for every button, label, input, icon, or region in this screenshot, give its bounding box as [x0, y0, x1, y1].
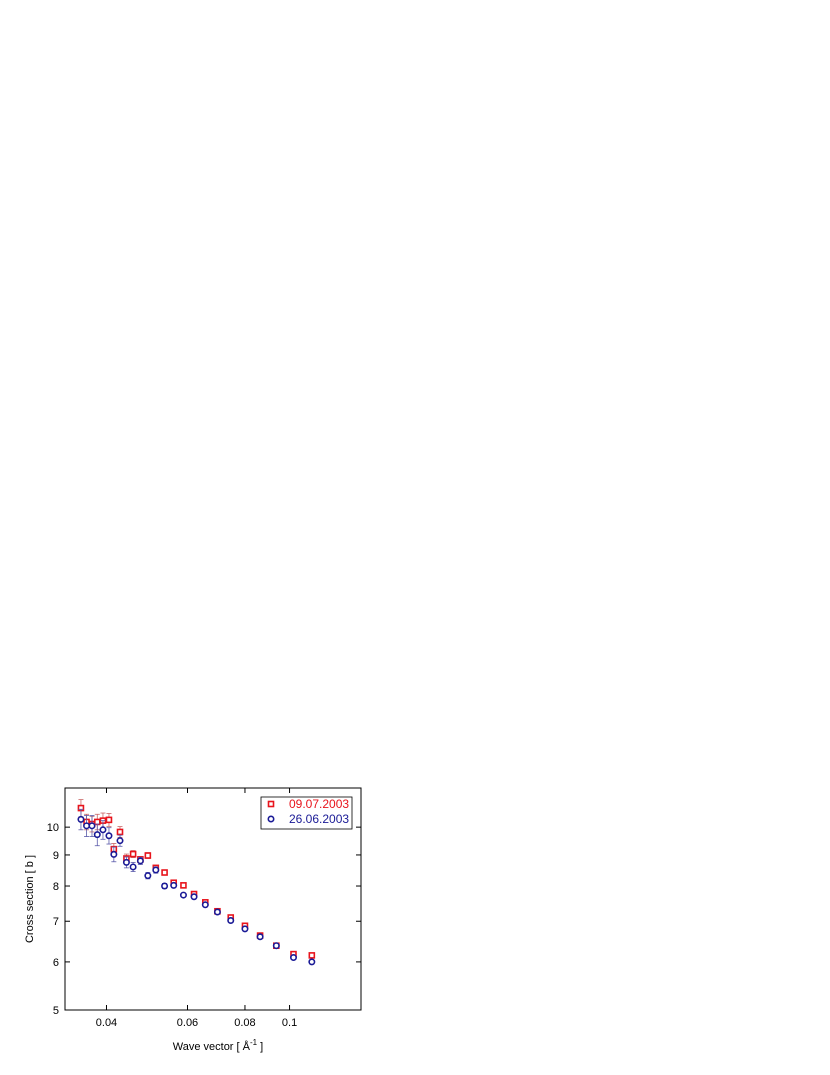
- x-axis-title: Wave vector [ Å-1 ]: [173, 1038, 263, 1053]
- data-point-circle: [170, 881, 178, 889]
- data-point-circle: [93, 831, 101, 839]
- data-point-square: [180, 882, 187, 889]
- data-point-circle: [190, 893, 198, 901]
- data-point-circle: [272, 942, 280, 950]
- data-points: [77, 799, 316, 966]
- y-tick-label: 6: [53, 957, 59, 969]
- x-tick-label: 0.1: [282, 1017, 297, 1029]
- data-point-square: [161, 869, 168, 876]
- data-point-circle: [241, 925, 249, 933]
- data-point-circle: [110, 850, 118, 858]
- data-point-square: [105, 816, 113, 824]
- data-point-circle: [129, 863, 137, 871]
- data-point-circle: [308, 958, 316, 966]
- legend-label-0: 09.07.2003: [289, 797, 349, 811]
- data-point-circle: [152, 866, 160, 874]
- legend-marker-square: [267, 800, 275, 808]
- x-axis-title-superscript: -1: [250, 1038, 258, 1047]
- data-point-square: [129, 850, 137, 858]
- data-point-circle: [116, 837, 124, 845]
- data-point-circle: [201, 901, 209, 909]
- x-tick-label: 0.04: [96, 1017, 117, 1029]
- data-point-square: [116, 828, 124, 836]
- x-tick-label: 0.06: [177, 1017, 198, 1029]
- data-point-circle: [99, 826, 107, 834]
- data-point-circle: [179, 891, 187, 899]
- y-tick-label: 7: [53, 916, 59, 928]
- data-point-circle: [256, 933, 264, 941]
- data-point-circle: [144, 872, 152, 880]
- data-point-circle: [83, 822, 91, 830]
- y-tick-label: 5: [53, 1005, 59, 1017]
- data-point-square: [144, 852, 152, 859]
- y-tick-label: 10: [47, 822, 59, 834]
- legend-box: [260, 796, 353, 830]
- data-point-circle: [289, 954, 297, 962]
- data-point-circle: [88, 822, 96, 830]
- x-axis: 0.04 0.06 0.08 0.1: [96, 788, 297, 1029]
- data-point-circle: [227, 916, 235, 924]
- x-axis-title-end: ]: [257, 1041, 263, 1053]
- y-axis: 5 6 7 8 9 10: [47, 822, 361, 1017]
- x-axis-title-main: Wave vector [ Å: [173, 1040, 251, 1053]
- data-point-circle: [136, 857, 144, 865]
- y-tick-label: 9: [53, 850, 59, 862]
- y-tick-label: 8: [53, 881, 59, 893]
- data-point-circle: [213, 908, 221, 916]
- data-point-square: [308, 952, 316, 959]
- x-tick-label: 0.08: [234, 1017, 255, 1029]
- legend-marker-circle: [267, 815, 275, 823]
- data-point-circle: [161, 882, 169, 890]
- data-point-circle: [77, 815, 85, 823]
- data-point-circle: [122, 858, 130, 866]
- data-point-circle: [105, 832, 113, 840]
- legend-label-1: 26.06.2003: [289, 812, 349, 826]
- legend: 09.07.2003 26.06.2003: [260, 796, 353, 830]
- y-axis-title: Cross section [ b ]: [24, 855, 36, 943]
